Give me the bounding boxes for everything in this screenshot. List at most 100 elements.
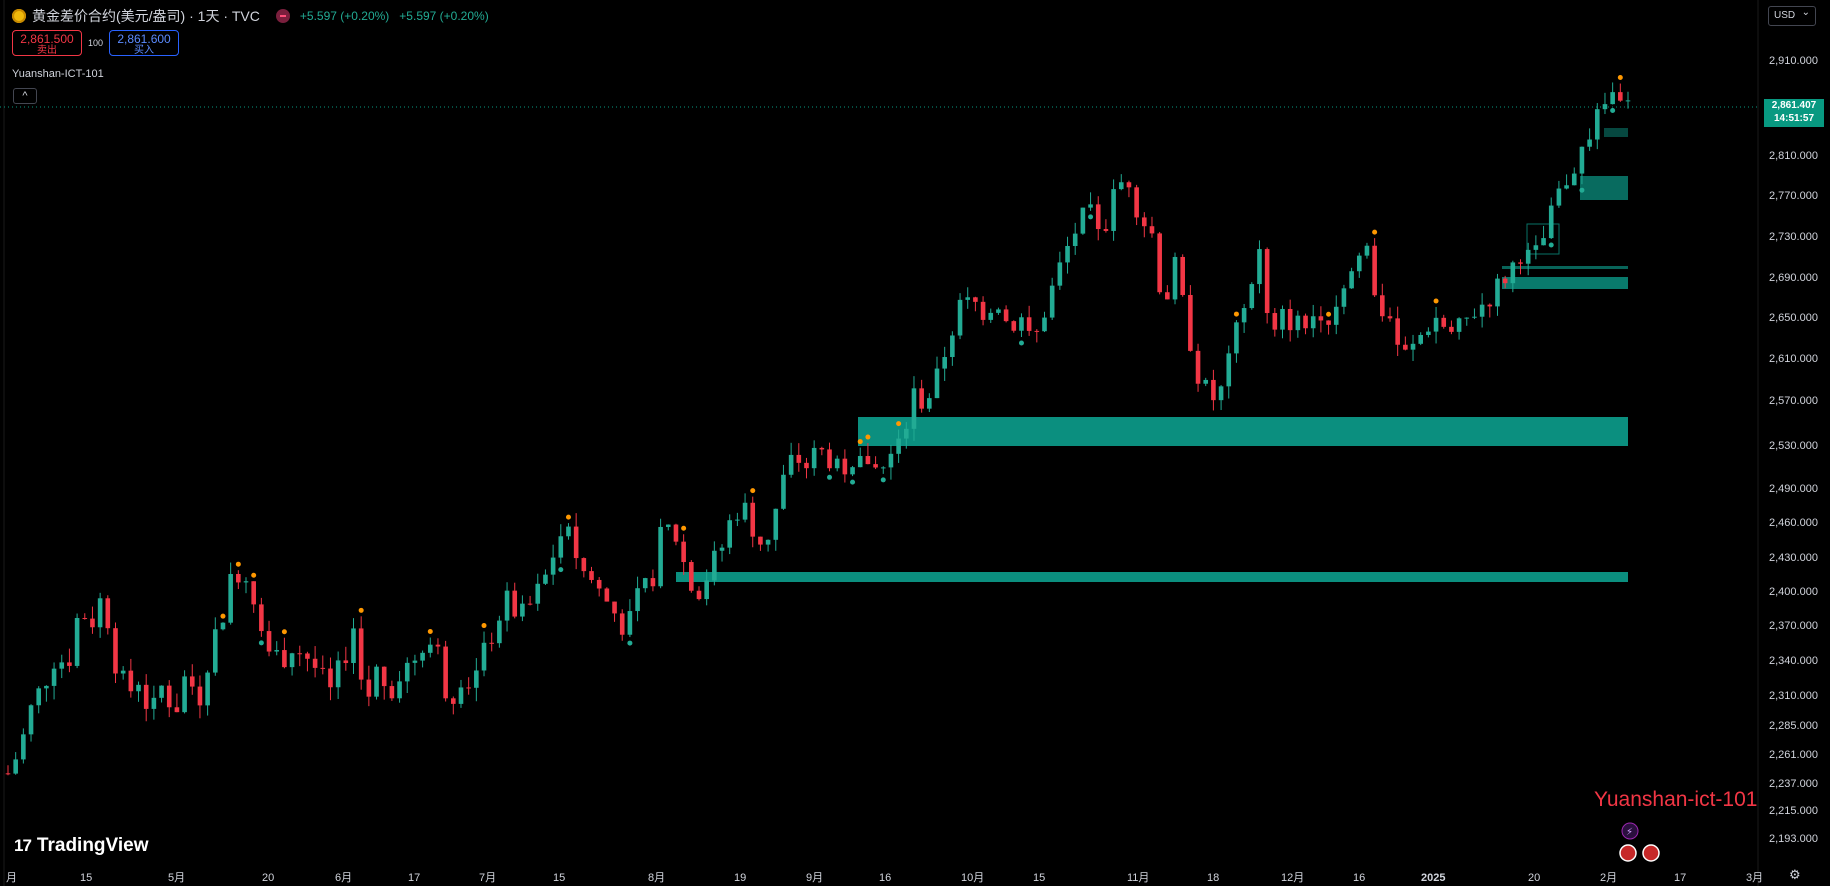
candle [1165, 285, 1170, 300]
price-axis[interactable]: 2,910.000 2,810.000 2,770.000 2,730.000 2,69… [1769, 55, 1818, 845]
price-tick-label: 2,460.000 [1769, 517, 1818, 529]
collapse-indicators-button[interactable]: ^ [13, 88, 37, 104]
candle [205, 670, 210, 716]
candle [788, 442, 794, 478]
candle [619, 609, 625, 641]
candle [1310, 304, 1316, 338]
signal-dot [281, 629, 287, 635]
last-price-tag: 2,861.407 14:51:57 [1764, 99, 1824, 127]
candle [266, 620, 272, 657]
candle [1533, 235, 1539, 260]
event-icons[interactable]: ⚡ [1619, 822, 1660, 862]
candle [1203, 377, 1209, 387]
candle [1625, 91, 1631, 109]
candle [1403, 336, 1408, 351]
candle [1118, 174, 1124, 191]
us-flag-icon-2[interactable] [1642, 844, 1660, 862]
candle [650, 569, 656, 592]
candle [1211, 369, 1216, 411]
gold-coin-icon [12, 9, 26, 23]
candle [1280, 305, 1285, 339]
candle [120, 666, 126, 680]
candle [443, 640, 448, 702]
symbol-header[interactable]: 黄金差价合约(美元/盎司) · 1天 · TVC +5.597 (+0.20%)… [12, 7, 489, 25]
trade-panel: 2,861.500 卖出 100 2,861.600 买入 [12, 30, 180, 56]
candle [243, 577, 249, 594]
candle [535, 573, 541, 611]
flash-event-icon[interactable] [1621, 822, 1639, 840]
time-tick-label: 16 [879, 872, 891, 884]
candle [236, 570, 241, 590]
price-tick-label: 2,530.000 [1769, 440, 1818, 452]
candle [704, 569, 709, 606]
time-axis[interactable]: 月 15 5月 20 6月 17 7月 15 8月 19 9月 16 10月 15 11月 18 12月 16 20… [6, 872, 1763, 884]
candle [1472, 308, 1477, 320]
candle [1349, 267, 1354, 289]
candle [59, 654, 65, 679]
tradingview-logo[interactable]: 17 TradingView [14, 835, 149, 857]
time-tick-label: 11月 [1127, 872, 1149, 884]
candle [573, 513, 579, 570]
candle [1395, 306, 1400, 357]
buy-button[interactable]: 2,861.600 买入 [109, 30, 180, 56]
candle [335, 651, 341, 699]
chevron-up-icon: ^ [22, 90, 28, 102]
us-flag-icon-1[interactable] [1619, 844, 1637, 862]
candle [1356, 252, 1362, 278]
logo-text: TradingView [36, 835, 149, 856]
candle [596, 577, 602, 597]
candle [1464, 317, 1470, 326]
signal-dot [1372, 229, 1378, 235]
candle [550, 544, 556, 585]
candle [274, 641, 280, 656]
candle [804, 457, 809, 479]
candle [635, 576, 640, 622]
candle [834, 455, 840, 472]
candle [819, 446, 825, 456]
candle [1103, 219, 1109, 233]
candle [381, 666, 387, 700]
settings-gear-icon[interactable]: ⚙ [1789, 867, 1801, 882]
candle [1318, 306, 1324, 333]
zone-upper-3 [1580, 176, 1628, 200]
price-tick-label: 2,690.000 [1769, 272, 1818, 284]
candle [773, 508, 779, 551]
candle [1272, 308, 1278, 337]
candle [1548, 197, 1554, 239]
candle [1057, 251, 1063, 290]
price-tick-label: 2,261.000 [1769, 749, 1818, 761]
candle [328, 657, 333, 701]
candle [1011, 320, 1017, 333]
candle [973, 296, 978, 312]
signal-dot [251, 572, 257, 578]
time-tick-label: 9月 [806, 872, 823, 884]
signal-markers [220, 75, 1623, 646]
signal-dot [827, 474, 833, 480]
price-tick-label: 2,193.000 [1769, 833, 1818, 845]
signal-dot [1433, 298, 1439, 304]
candle [735, 512, 740, 527]
time-tick-label: 10月 [961, 872, 984, 884]
time-tick-label: 18 [1207, 872, 1219, 884]
signal-dot [896, 421, 902, 427]
candle [527, 595, 533, 606]
candle [934, 356, 940, 399]
sell-button[interactable]: 2,861.500 卖出 [12, 30, 82, 56]
market-status-icon[interactable] [275, 9, 290, 23]
candle [1441, 314, 1447, 329]
indicator-title[interactable]: Yuanshan-ICT-101 [12, 68, 104, 80]
symbol-title[interactable]: 黄金差价合约(美元/盎司) · 1天 · TVC [32, 8, 260, 24]
candle [873, 456, 878, 470]
signal-dot [880, 477, 886, 483]
candle [589, 566, 594, 584]
candle [1610, 82, 1615, 105]
candle [811, 440, 817, 476]
candle [151, 685, 157, 720]
candle [880, 466, 886, 474]
candle [957, 293, 963, 340]
currency-select[interactable]: USD [1768, 6, 1816, 26]
price-tick-label: 2,310.000 [1769, 690, 1818, 702]
candle [1249, 282, 1255, 310]
